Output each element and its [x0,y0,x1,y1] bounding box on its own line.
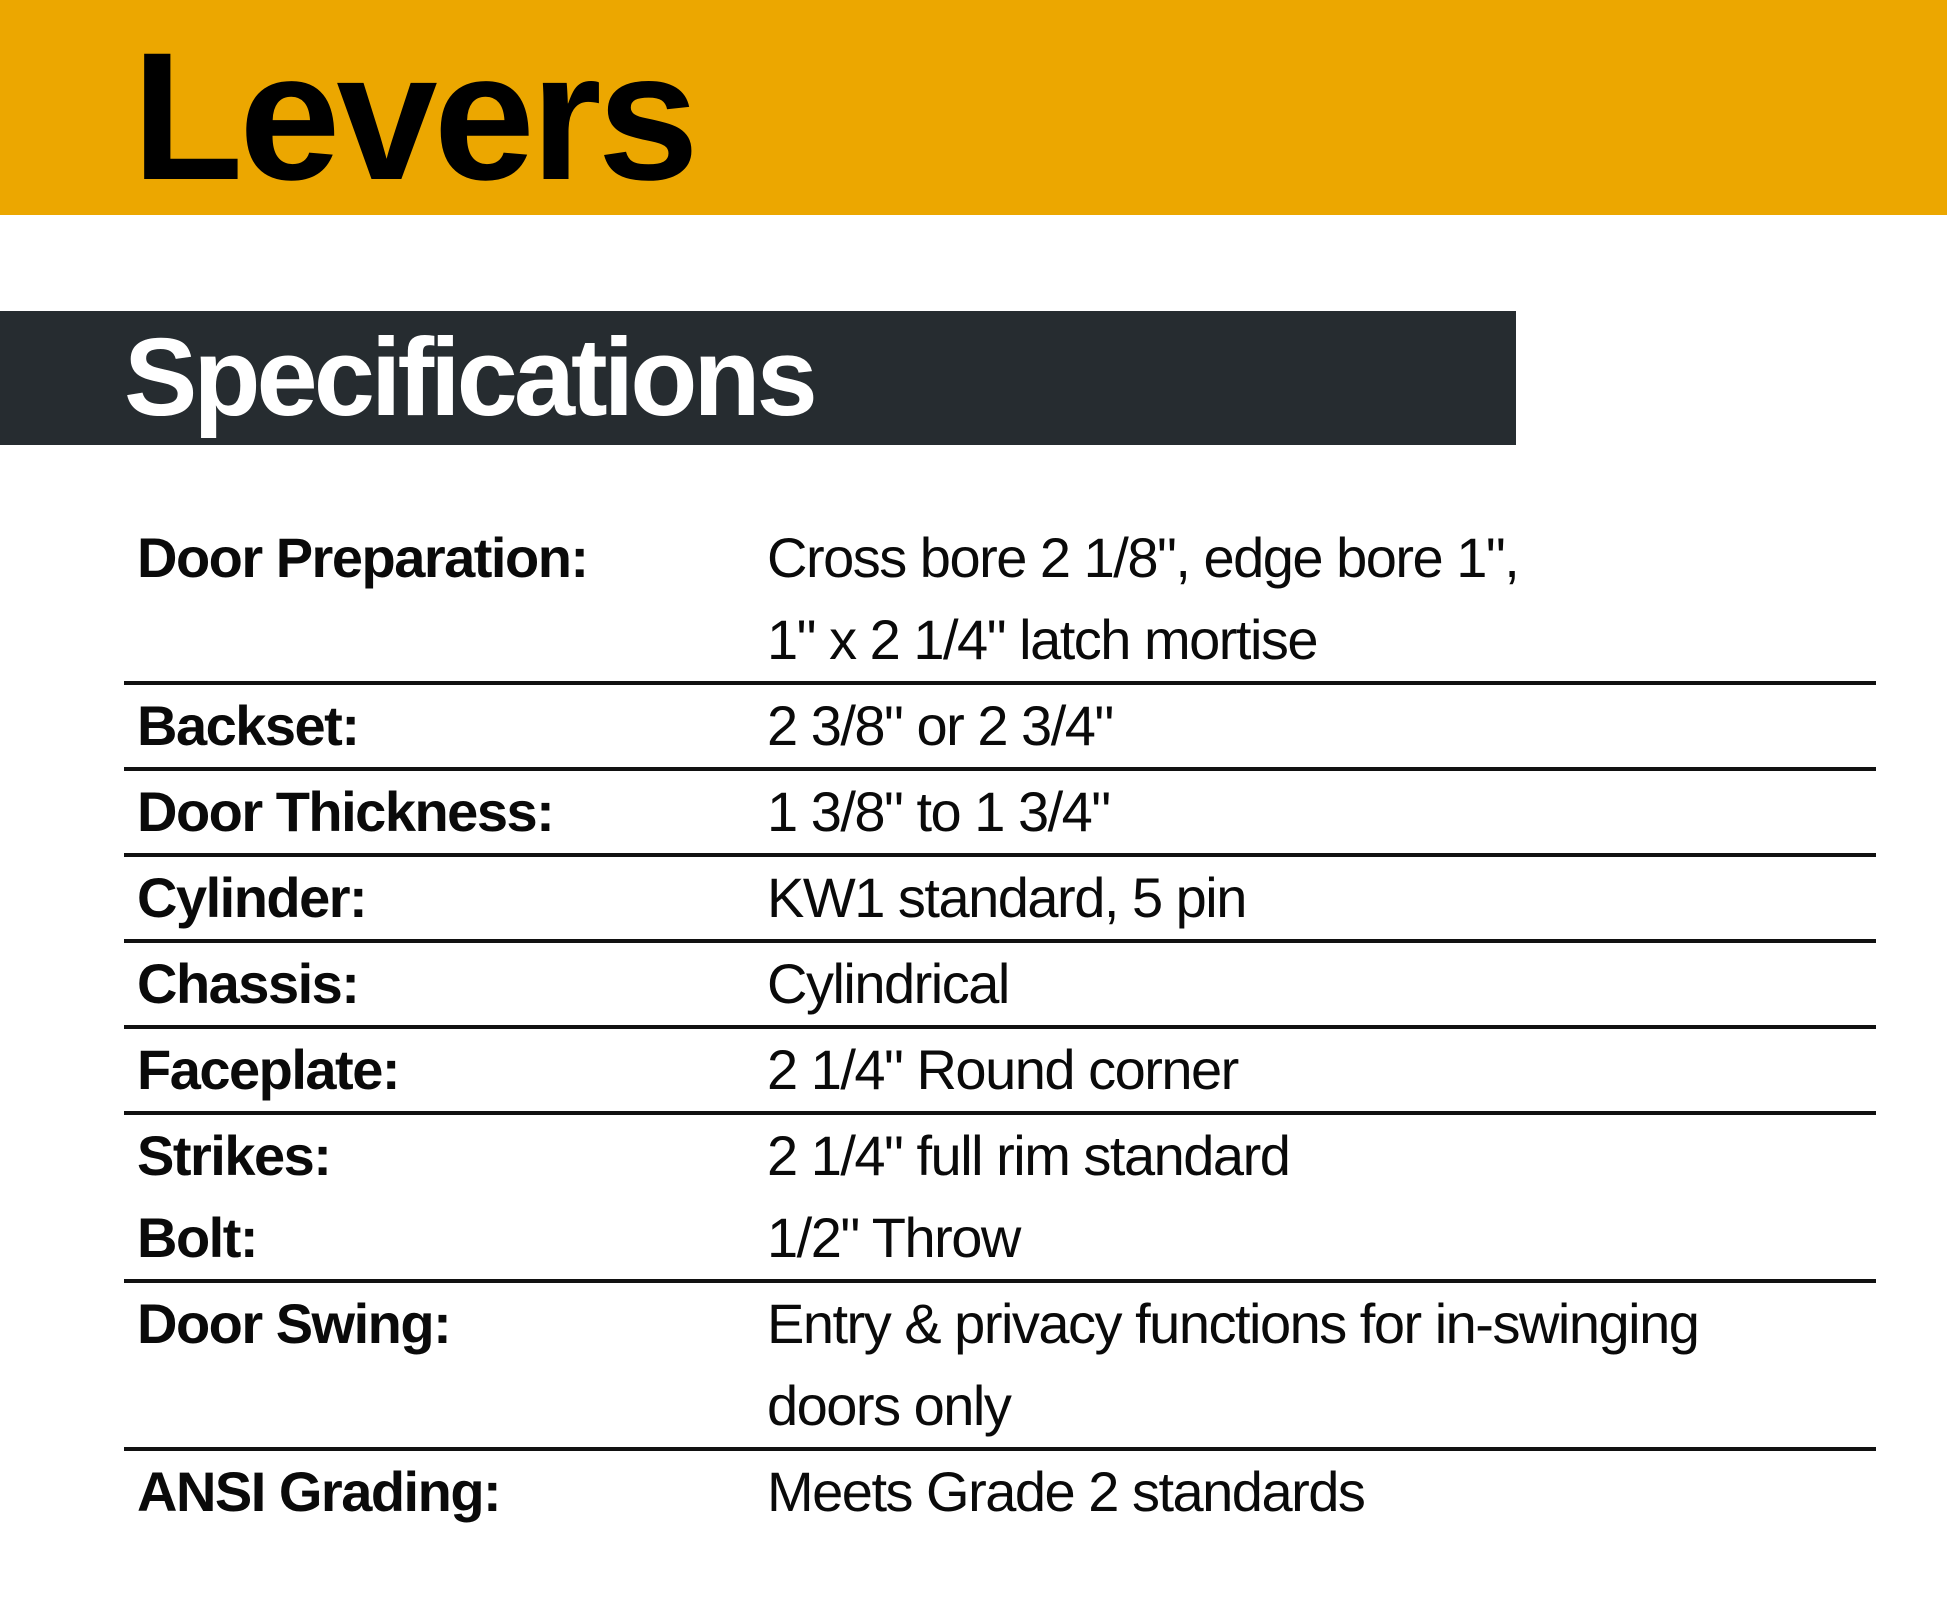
spec-row: Cylinder: KW1 standard, 5 pin [124,857,1876,943]
spec-value-line: Meets Grade 2 standards [767,1460,1366,1523]
spec-value-line: 2 3/8" or 2 3/4" [767,694,1114,757]
spec-value-line: doors only [767,1374,1012,1437]
spec-row: Door Preparation: Cross bore 2 1/8", edge… [124,517,1876,685]
spec-row: Bolt: 1/2" Throw [124,1197,1876,1283]
spec-value-line: Cross bore 2 1/8", edge bore 1", [767,526,1520,589]
spec-value-line: 1" x 2 1/4" latch mortise [767,608,1319,671]
spec-value-line: 1/2" Throw [767,1206,1021,1269]
spec-row: Door Swing: Entry & privacy functions for… [124,1283,1876,1451]
spec-label: Door Swing: [137,1292,452,1355]
page-title: Levers [132,14,699,218]
spec-label: Cylinder: [137,866,368,929]
section-band: Specifications [0,311,1516,445]
header-band: Levers [0,0,1947,218]
spec-value-line: 2 1/4" Round corner [767,1038,1239,1101]
spec-value: 2 1/4" full rim standard [767,1115,1876,1197]
spec-row: Door Thickness: 1 3/8" to 1 3/4" [124,771,1876,857]
spec-row: Faceplate: 2 1/4" Round corner [124,1029,1876,1115]
spec-value: Entry & privacy functions for in-swingin… [767,1283,1876,1447]
spec-value-line: 2 1/4" full rim standard [767,1124,1291,1187]
spec-label: Door Thickness: [137,780,555,843]
spec-value: 2 1/4" Round corner [767,1029,1876,1111]
spec-row: Chassis: Cylindrical [124,943,1876,1029]
spec-label: Strikes: [137,1124,332,1187]
spec-value: KW1 standard, 5 pin [767,857,1876,939]
spec-row: ANSI Grading: Meets Grade 2 standards [124,1451,1876,1533]
spec-label: Door Preparation: [137,526,589,589]
section-title: Specifications [124,316,818,439]
spec-label: Chassis: [137,952,360,1015]
spec-value: 1/2" Throw [767,1197,1876,1279]
spec-value-line: Cylindrical [767,952,1010,1015]
spec-value: Meets Grade 2 standards [767,1451,1876,1533]
spec-value-line: Entry & privacy functions for in-swingin… [767,1292,1700,1355]
spec-label: Faceplate: [137,1038,401,1101]
spec-label: ANSI Grading: [137,1460,502,1523]
spec-row: Backset: 2 3/8" or 2 3/4" [124,685,1876,771]
spec-value: 1 3/8" to 1 3/4" [767,771,1876,853]
spec-value-line: KW1 standard, 5 pin [767,866,1247,929]
spec-value: 2 3/8" or 2 3/4" [767,685,1876,767]
spec-value-line: 1 3/8" to 1 3/4" [767,780,1111,843]
spec-value: Cylindrical [767,943,1876,1025]
spec-row: Strikes: 2 1/4" full rim standard [124,1115,1876,1197]
spec-label: Bolt: [137,1206,259,1269]
spec-label: Backset: [137,694,360,757]
spec-value: Cross bore 2 1/8", edge bore 1", 1" x 2 1… [767,517,1876,681]
specifications-table: Door Preparation: Cross bore 2 1/8", edge… [124,517,1876,1533]
